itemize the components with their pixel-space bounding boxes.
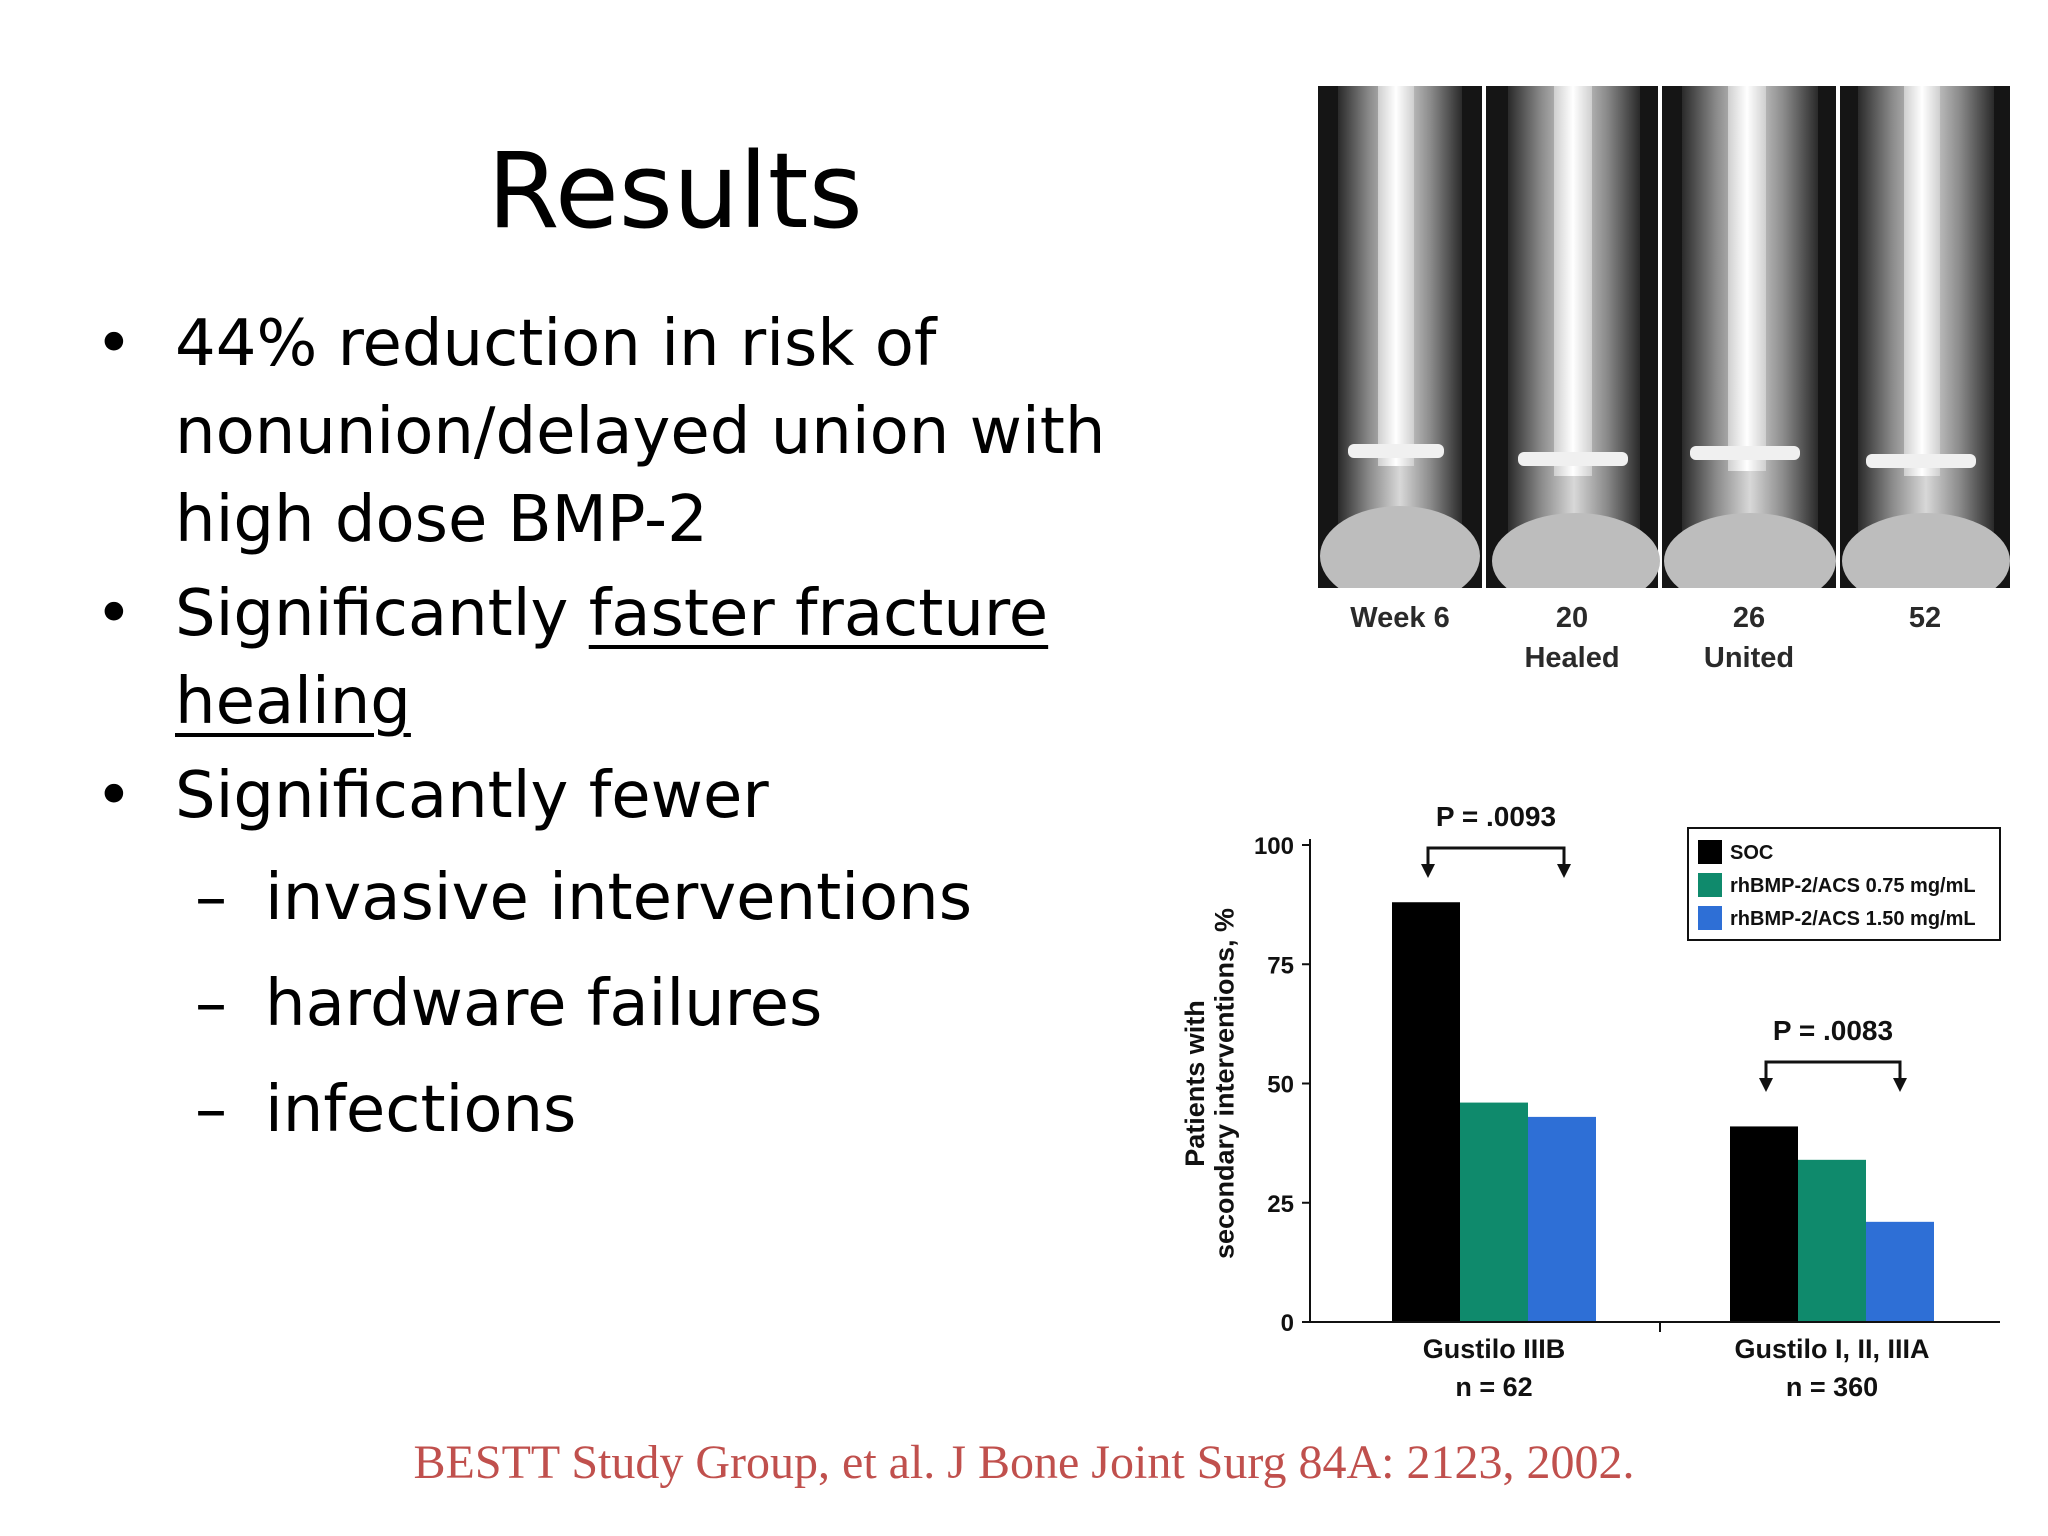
bar-0-1 <box>1460 1102 1528 1322</box>
legend-box <box>1687 827 2001 941</box>
xray-label-2: 20 Healed <box>1486 598 1658 678</box>
bar-1-1 <box>1798 1159 1866 1322</box>
bar-0-0 <box>1392 902 1460 1322</box>
y-tick-label: 50 <box>1267 1072 1294 1099</box>
sub-bullet-1: – invasive interventions <box>195 854 1215 942</box>
bar-0-2 <box>1528 1116 1596 1322</box>
y-axis: 0 25 50 75 100 <box>1254 833 1311 1337</box>
x-axis: Gustilo IIIB n = 62 Gustilo I, II, IIIA n =… <box>1310 1321 2000 1402</box>
p-value-bracket <box>1764 1060 1902 1080</box>
y-axis-label-line-1: Patients with <box>1180 1000 1210 1167</box>
xray-label-3-bottom: United <box>1703 642 1795 674</box>
bar-1-0 <box>1730 1126 1798 1322</box>
legend-label: rhBMP-2/ACS 1.50 mg/mL <box>1730 908 1976 930</box>
bullet-dot: • <box>95 759 133 833</box>
bracket-arrow <box>1421 864 1435 878</box>
xray-label-3: 26 United <box>1662 598 1836 678</box>
bullet-1: • 44% reduction in risk of nonunion/dela… <box>95 300 1215 564</box>
bullet-list: • 44% reduction in risk of nonunion/dela… <box>95 300 1215 1172</box>
xray-label-2-top: 20 <box>1555 602 1589 634</box>
sub-bullet-3: – infections <box>195 1066 1215 1154</box>
bracket-arrow <box>1557 864 1571 878</box>
p-value-label: P = .0093 <box>1436 801 1556 832</box>
sub-dash: – <box>195 861 227 935</box>
sub-bullet-1-text: invasive interventions <box>265 861 973 935</box>
xray-panel-week20 <box>1486 86 1660 588</box>
bullet-1-line-1: 44% reduction in risk of <box>175 307 937 381</box>
bullet-dot: • <box>95 577 133 651</box>
x-category-n: n = 360 <box>1786 1372 1878 1402</box>
legend-swatch <box>1698 840 1722 864</box>
y-axis-label-line-2: secondary interventions, % <box>1210 908 1240 1259</box>
x-category-n: n = 62 <box>1455 1372 1532 1402</box>
bars <box>1392 902 1934 1322</box>
p-value-bracket <box>1426 846 1566 866</box>
legend-label: rhBMP-2/ACS 0.75 mg/mL <box>1730 875 1976 897</box>
bar-chart: Patients withsecondary interventions, % … <box>1180 801 2001 1402</box>
xray-label-3-top: 26 <box>1732 602 1766 634</box>
sub-bullet-3-text: infections <box>265 1073 577 1147</box>
y-tick-label: 25 <box>1267 1191 1294 1218</box>
p-value-label: P = .0083 <box>1773 1015 1893 1046</box>
citation: BESTT Study Group, et al. J Bone Joint S… <box>413 1436 1635 1489</box>
bullet-2-underlined-2: healing <box>175 665 411 739</box>
bullet-3: • Significantly fewer <box>95 752 1215 840</box>
xray-label-1-top: Week 6 <box>1350 602 1450 634</box>
y-tick-label: 75 <box>1267 952 1294 979</box>
bullet-1-line-2: nonunion/delayed union with <box>175 395 1106 469</box>
legend-label: SOC <box>1730 842 1773 864</box>
bracket-arrow <box>1759 1078 1773 1092</box>
bullet-2-prefix: Significantly <box>175 577 589 651</box>
xray-panel-week6 <box>1318 86 1482 588</box>
xray-image-strip <box>1318 86 2010 588</box>
y-axis-label: Patients withsecondary interventions, % <box>1180 908 1240 1259</box>
x-category-label: Gustilo I, II, IIIA <box>1734 1334 1929 1364</box>
bullet-dot: • <box>95 307 133 381</box>
y-tick-label: 0 <box>1281 1310 1294 1337</box>
xray-label-1: Week 6 <box>1318 598 1482 638</box>
bullet-3-text: Significantly fewer <box>175 759 769 833</box>
xray-label-2-bottom: Healed <box>1524 642 1620 674</box>
legend-swatch <box>1698 873 1722 897</box>
bullet-2-underlined-1: faster fracture <box>588 577 1049 651</box>
xray-panel-week26 <box>1662 86 1836 588</box>
x-category-label: Gustilo IIIB <box>1423 1334 1566 1364</box>
xray-label-4: 52 <box>1840 598 2010 638</box>
xray-panel-week52 <box>1840 86 2010 588</box>
bullet-2: • Significantly faster fracture healing <box>95 570 1215 746</box>
sub-bullet-2-text: hardware failures <box>265 967 823 1041</box>
annotations: P = .0093 P = .0083 <box>1421 801 1907 1092</box>
legend-swatch <box>1698 906 1722 930</box>
bullet-1-line-3: high dose BMP-2 <box>175 483 708 557</box>
bracket-arrow <box>1893 1078 1907 1092</box>
slide-title: Results <box>487 130 863 252</box>
sub-dash: – <box>195 967 227 1041</box>
y-tick-label: 100 <box>1254 833 1294 860</box>
legend: SOC rhBMP-2/ACS 0.75 mg/mL rhBMP-2/ACS 1.5… <box>1687 827 2001 941</box>
xray-label-4-top: 52 <box>1908 602 1942 634</box>
sub-dash: – <box>195 1073 227 1147</box>
sub-bullet-2: – hardware failures <box>195 960 1215 1048</box>
bar-1-2 <box>1866 1221 1934 1322</box>
